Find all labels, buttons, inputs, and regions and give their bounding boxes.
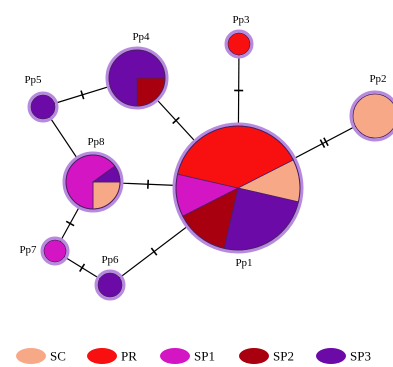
node-labels-layer: Pp1 Pp2 Pp3 Pp4 Pp5 Pp6 Pp7 Pp8 bbox=[19, 14, 386, 269]
legend-swatch bbox=[16, 348, 46, 364]
node-pp6 bbox=[94, 269, 126, 301]
legend-label: SP3 bbox=[350, 349, 371, 364]
mutation-tick bbox=[80, 90, 85, 100]
legend-swatch bbox=[160, 348, 190, 364]
legend-item-sp2: SP2 bbox=[239, 348, 294, 364]
mutation-tick bbox=[319, 139, 326, 148]
nodes-layer bbox=[27, 29, 393, 301]
node-label-pp7: Pp7 bbox=[19, 244, 37, 256]
node-halo bbox=[40, 236, 70, 266]
mutation-tick bbox=[65, 220, 75, 227]
pie-slice-sp3 bbox=[30, 94, 56, 120]
node-halo bbox=[62, 151, 124, 213]
mutation-tick bbox=[172, 116, 180, 125]
legend-label: SC bbox=[50, 349, 66, 364]
legend-item-sc: SC bbox=[16, 348, 66, 364]
node-halo bbox=[172, 122, 304, 254]
node-pp7 bbox=[40, 236, 70, 266]
pie-slice-sp1 bbox=[43, 239, 67, 263]
node-outline bbox=[108, 49, 166, 107]
node-outline bbox=[65, 154, 121, 210]
mutation-tick bbox=[323, 137, 329, 147]
node-pp2 bbox=[349, 90, 393, 142]
mutation-tick bbox=[150, 247, 158, 256]
legend-label: PR bbox=[121, 349, 137, 364]
node-label-pp2: Pp2 bbox=[369, 73, 386, 85]
node-halo bbox=[94, 269, 126, 301]
legend-item-sp1: SP1 bbox=[160, 348, 215, 364]
pie-slice-sp3 bbox=[97, 272, 123, 298]
pie-slice-pr bbox=[227, 32, 251, 56]
node-label-pp8: Pp8 bbox=[87, 136, 105, 148]
legend-swatch bbox=[239, 348, 269, 364]
node-pp8 bbox=[62, 151, 124, 213]
node-label-pp1: Pp1 bbox=[235, 257, 252, 269]
legend-swatch bbox=[316, 348, 346, 364]
node-halo bbox=[349, 90, 393, 142]
node-pp3 bbox=[224, 29, 254, 59]
mutation-ticks-layer bbox=[65, 89, 329, 272]
legend-swatch bbox=[87, 348, 117, 364]
pie-slice-sc bbox=[352, 93, 393, 139]
legend: SC PR SP1 SP2 SP3 bbox=[16, 348, 371, 364]
legend-item-sp3: SP3 bbox=[316, 348, 371, 364]
legend-item-pr: PR bbox=[87, 348, 137, 364]
node-label-pp4: Pp4 bbox=[132, 31, 150, 43]
legend-label: SP1 bbox=[194, 349, 215, 364]
mutation-tick bbox=[79, 263, 86, 272]
node-outline bbox=[175, 125, 301, 251]
node-label-pp5: Pp5 bbox=[24, 74, 42, 86]
node-label-pp6: Pp6 bbox=[101, 254, 119, 266]
legend-label: SP2 bbox=[273, 349, 294, 364]
node-pp1 bbox=[172, 122, 304, 254]
node-halo bbox=[105, 46, 169, 110]
node-halo bbox=[224, 29, 254, 59]
node-pp4 bbox=[105, 46, 169, 110]
node-label-pp3: Pp3 bbox=[232, 14, 250, 26]
node-halo bbox=[27, 91, 59, 123]
node-pp5 bbox=[27, 91, 59, 123]
